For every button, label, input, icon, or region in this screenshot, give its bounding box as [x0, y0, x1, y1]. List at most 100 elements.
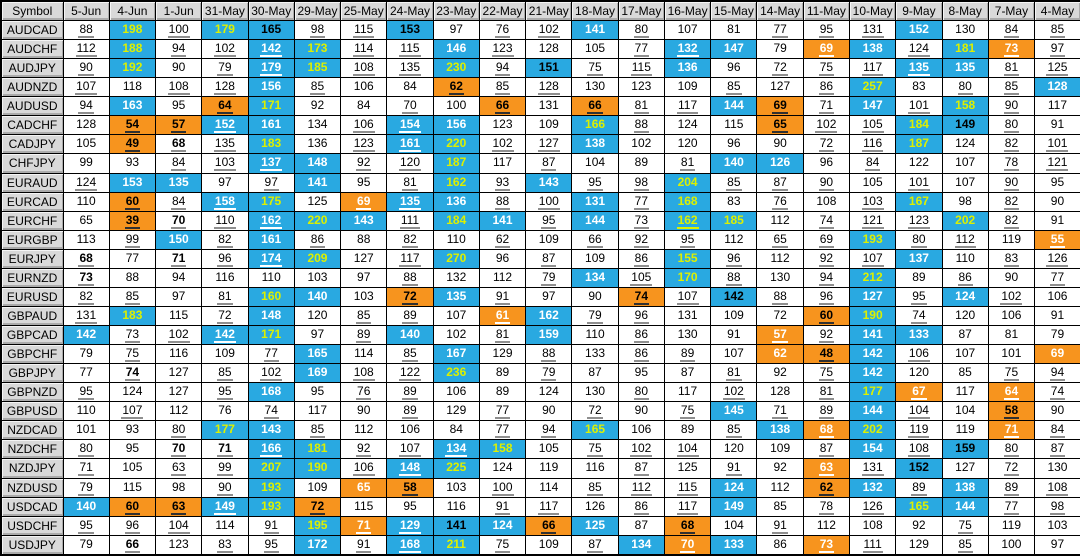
value-cell[interactable]: 86	[617, 496, 665, 517]
symbol-cell[interactable]: EURGBP	[0, 229, 64, 250]
value-cell[interactable]: 190	[293, 458, 342, 479]
value-cell[interactable]: 68	[155, 134, 203, 155]
value-cell[interactable]: 134	[293, 115, 342, 136]
value-cell[interactable]: 177	[201, 420, 249, 441]
value-cell[interactable]: 77	[247, 344, 295, 365]
value-cell[interactable]: 115	[340, 496, 388, 517]
value-cell[interactable]: 115	[663, 477, 712, 498]
value-cell[interactable]: 93	[108, 153, 157, 174]
value-cell[interactable]: 135	[155, 172, 203, 193]
value-cell[interactable]: 130	[941, 19, 989, 41]
value-cell[interactable]: 131	[849, 458, 897, 479]
value-cell[interactable]: 84	[155, 153, 203, 174]
value-cell[interactable]: 82	[987, 191, 1036, 212]
value-cell[interactable]: 141	[849, 324, 897, 346]
value-cell[interactable]: 97	[1034, 534, 1080, 556]
value-cell[interactable]: 127	[756, 77, 804, 98]
value-cell[interactable]: 95	[1034, 172, 1080, 193]
value-cell[interactable]: 123	[478, 115, 527, 136]
value-cell[interactable]: 101	[895, 172, 943, 193]
value-cell[interactable]: 88	[62, 19, 110, 41]
value-cell[interactable]: 183	[247, 134, 295, 155]
date-column-header[interactable]: 7-May	[987, 0, 1036, 21]
value-cell[interactable]: 175	[247, 191, 295, 212]
value-cell[interactable]: 109	[525, 115, 573, 136]
value-cell[interactable]: 204	[663, 172, 712, 193]
value-cell[interactable]: 149	[710, 496, 758, 517]
value-cell[interactable]: 100	[432, 96, 480, 117]
value-cell[interactable]: 131	[525, 96, 573, 117]
value-cell[interactable]: 81	[386, 172, 434, 193]
value-cell[interactable]: 141	[432, 515, 480, 536]
value-cell[interactable]: 89	[478, 382, 527, 403]
value-cell[interactable]: 90	[201, 477, 249, 498]
value-cell[interactable]: 71	[802, 96, 851, 117]
value-cell[interactable]: 126	[849, 496, 897, 517]
value-cell[interactable]: 109	[201, 344, 249, 365]
value-cell[interactable]: 107	[941, 172, 989, 193]
value-cell[interactable]: 112	[941, 229, 989, 250]
value-cell[interactable]: 74	[1034, 382, 1080, 403]
value-cell[interactable]: 88	[525, 344, 573, 365]
value-cell[interactable]: 124	[525, 382, 573, 403]
value-cell[interactable]: 166	[247, 439, 295, 460]
date-column-header[interactable]: 22-May	[478, 0, 527, 21]
value-cell[interactable]: 192	[108, 58, 157, 79]
value-cell[interactable]: 107	[62, 77, 110, 98]
value-cell[interactable]: 109	[710, 305, 758, 327]
value-cell[interactable]: 89	[386, 305, 434, 327]
value-cell[interactable]: 147	[710, 39, 758, 60]
value-cell[interactable]: 118	[108, 77, 157, 98]
value-cell[interactable]: 89	[895, 267, 943, 288]
value-cell[interactable]: 63	[802, 458, 851, 479]
value-cell[interactable]: 130	[571, 77, 619, 98]
value-cell[interactable]: 90	[155, 58, 203, 79]
value-cell[interactable]: 122	[895, 153, 943, 174]
value-cell[interactable]: 136	[432, 191, 480, 212]
date-column-header[interactable]: 5-Jun	[62, 0, 110, 21]
value-cell[interactable]: 127	[155, 363, 203, 384]
value-cell[interactable]: 85	[340, 305, 388, 327]
value-cell[interactable]: 71	[340, 515, 388, 536]
value-cell[interactable]: 101	[1034, 134, 1080, 155]
value-cell[interactable]: 62	[802, 477, 851, 498]
value-cell[interactable]: 130	[571, 382, 619, 403]
value-cell[interactable]: 95	[293, 382, 342, 403]
value-cell[interactable]: 106	[1034, 286, 1080, 307]
value-cell[interactable]: 115	[617, 58, 665, 79]
value-cell[interactable]: 90	[987, 96, 1036, 117]
value-cell[interactable]: 71	[155, 248, 203, 269]
symbol-cell[interactable]: AUDJPY	[0, 58, 64, 79]
value-cell[interactable]: 82	[62, 286, 110, 307]
value-cell[interactable]: 92	[802, 324, 851, 346]
value-cell[interactable]: 106	[617, 420, 665, 441]
date-column-header[interactable]: 4-Jun	[108, 0, 157, 21]
value-cell[interactable]: 114	[340, 39, 388, 60]
value-cell[interactable]: 110	[247, 267, 295, 288]
value-cell[interactable]: 85	[756, 496, 804, 517]
value-cell[interactable]: 136	[663, 58, 712, 79]
value-cell[interactable]: 102	[617, 439, 665, 460]
value-cell[interactable]: 76	[340, 382, 388, 403]
value-cell[interactable]: 123	[478, 39, 527, 60]
value-cell[interactable]: 156	[247, 77, 295, 98]
value-cell[interactable]: 112	[756, 248, 804, 269]
value-cell[interactable]: 64	[201, 96, 249, 117]
value-cell[interactable]: 92	[617, 229, 665, 250]
value-cell[interactable]: 162	[247, 210, 295, 231]
value-cell[interactable]: 95	[62, 382, 110, 403]
value-cell[interactable]: 100	[478, 477, 527, 498]
value-cell[interactable]: 137	[895, 248, 943, 269]
symbol-cell[interactable]: EURCAD	[0, 191, 64, 212]
value-cell[interactable]: 68	[802, 420, 851, 441]
value-cell[interactable]: 119	[525, 458, 573, 479]
value-cell[interactable]: 62	[756, 344, 804, 365]
value-cell[interactable]: 88	[340, 229, 388, 250]
value-cell[interactable]: 92	[802, 248, 851, 269]
value-cell[interactable]: 127	[849, 286, 897, 307]
value-cell[interactable]: 48	[802, 344, 851, 365]
value-cell[interactable]: 96	[201, 248, 249, 269]
value-cell[interactable]: 142	[247, 39, 295, 60]
value-cell[interactable]: 96	[710, 134, 758, 155]
value-cell[interactable]: 86	[617, 324, 665, 346]
